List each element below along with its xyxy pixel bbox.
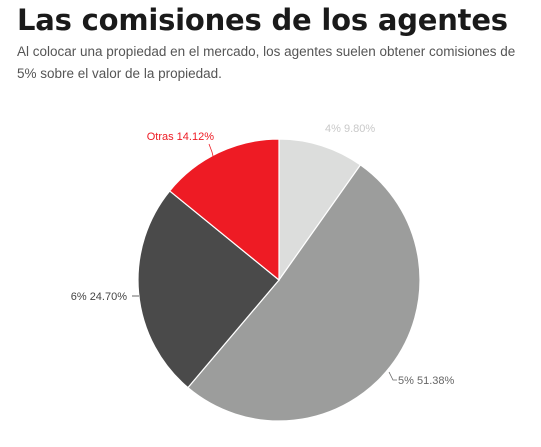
slice-label-6: 6% 24.70% xyxy=(71,291,127,303)
leader-line-5 xyxy=(388,371,397,381)
slice-label-4: 4% 9.80% xyxy=(325,123,375,135)
slice-label-5: 5% 51.38% xyxy=(398,375,454,387)
pie-slice-6 xyxy=(137,190,280,389)
leader-line-otras xyxy=(208,143,215,161)
pie-slice-4 xyxy=(278,138,362,282)
chart-title: Las comisiones de los agentes xyxy=(17,3,508,37)
pie-slice-otras xyxy=(168,138,280,282)
slice-label-otras: Otras 14.12% xyxy=(147,131,214,143)
pie-slice-5 xyxy=(187,164,421,422)
chart-subtitle: Al colocar una propiedad en el mercado, … xyxy=(17,44,516,81)
